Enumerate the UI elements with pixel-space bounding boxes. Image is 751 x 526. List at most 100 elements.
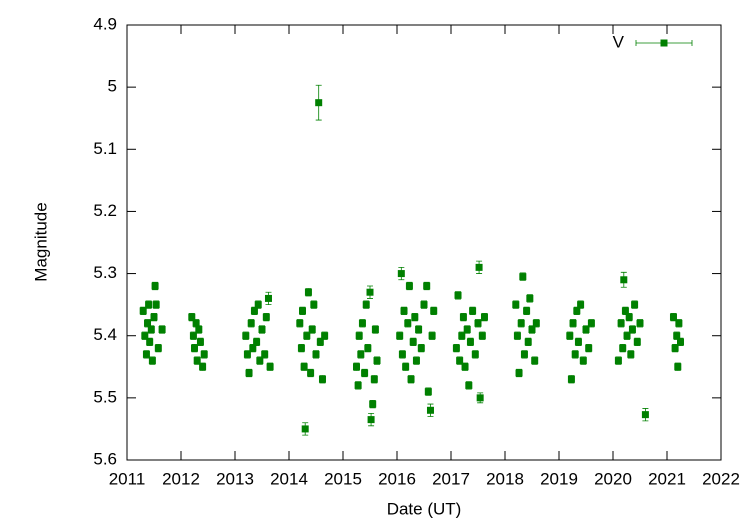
point [258,326,266,333]
point [428,332,436,340]
point [623,332,631,340]
point [420,301,428,309]
point [456,357,464,365]
point [523,307,531,315]
point [367,416,375,424]
point [407,375,415,383]
point [195,326,203,333]
point [621,307,629,315]
point [582,326,590,333]
x-tick-label: 2011 [109,469,146,488]
point [371,326,379,333]
point [466,338,474,346]
point [158,326,166,333]
legend-label: V [613,32,625,51]
point [531,357,539,365]
point [262,313,270,321]
point [633,338,641,346]
point [370,375,378,383]
point [620,276,628,284]
point [354,381,362,389]
point [674,363,682,371]
point [636,319,644,327]
point [571,350,579,358]
point [409,338,417,346]
point [192,319,200,327]
point [478,332,486,340]
point [318,375,326,383]
point [193,357,201,365]
point [426,406,434,414]
point [299,307,306,315]
point [400,307,408,315]
point [415,326,423,333]
point [404,319,412,327]
point [458,332,466,340]
point [641,411,649,419]
point [528,326,536,333]
point [469,307,477,315]
point [353,363,360,371]
point [139,307,147,315]
point [515,369,523,377]
point [454,291,462,299]
point [402,363,410,371]
point [625,313,633,321]
point [141,332,149,340]
point [423,282,431,290]
point [361,369,369,377]
y-tick-label: 5.6 [93,449,117,468]
point [304,288,312,296]
x-tick-label: 2022 [702,469,740,488]
point [424,388,432,396]
point [312,350,320,358]
point [517,319,525,327]
point [321,332,329,340]
point [512,301,520,309]
point [519,273,527,281]
point [303,332,311,340]
point [188,313,196,321]
point [461,363,469,371]
point [355,332,363,340]
point [152,301,160,309]
point [567,375,575,383]
point [249,344,257,352]
point [191,344,198,352]
point [154,344,162,352]
x-tick-label: 2012 [162,469,200,488]
point [627,350,635,358]
point [250,307,258,315]
point [412,357,420,365]
point [452,344,460,352]
point [475,263,483,271]
point [358,319,366,327]
point [585,344,593,352]
point [247,319,255,327]
x-tick-label: 2019 [540,469,578,488]
point [256,357,264,365]
x-tick-label: 2017 [432,469,470,488]
point [579,357,587,365]
point [144,319,152,327]
point [463,326,471,333]
y-tick-label: 4.9 [93,14,117,33]
point [148,357,156,365]
y-axis-label: Magnitude [31,202,50,281]
point [297,344,305,352]
point [145,301,153,309]
point [254,301,262,309]
point [366,288,374,296]
point [677,338,684,346]
point [266,363,274,371]
point [526,294,534,302]
point [151,282,159,290]
point [569,319,577,327]
point [147,326,155,333]
x-tick-label: 2020 [594,469,632,488]
point [146,338,154,346]
legend-marker [660,39,668,47]
point [296,319,304,327]
plot-frame [126,24,722,461]
